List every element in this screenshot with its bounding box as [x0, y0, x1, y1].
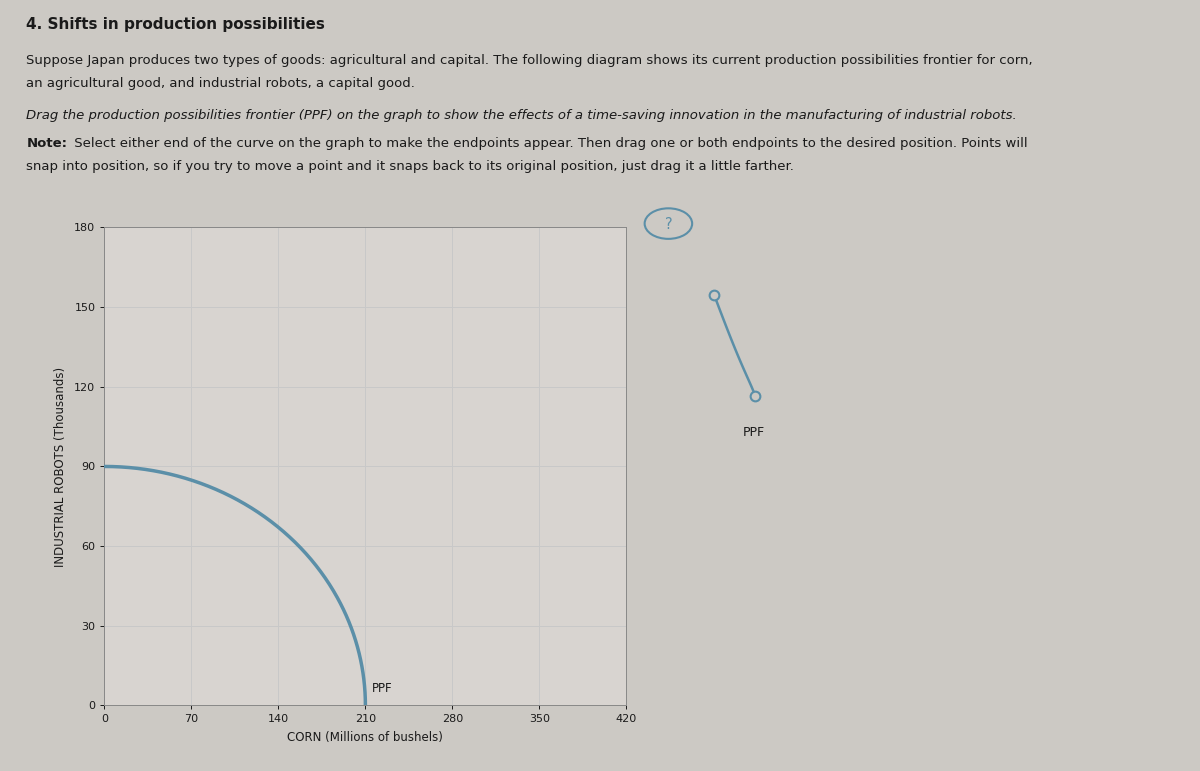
- Text: PPF: PPF: [372, 682, 392, 695]
- X-axis label: CORN (Millions of bushels): CORN (Millions of bushels): [288, 732, 443, 745]
- Text: Suppose Japan produces two types of goods: agricultural and capital. The followi: Suppose Japan produces two types of good…: [26, 54, 1033, 67]
- Text: Note:: Note:: [26, 137, 67, 150]
- Y-axis label: INDUSTRIAL ROBOTS (Thousands): INDUSTRIAL ROBOTS (Thousands): [54, 366, 67, 567]
- Text: Drag the production possibilities frontier (PPF) on the graph to show the effect: Drag the production possibilities fronti…: [26, 109, 1018, 123]
- Text: 4. Shifts in production possibilities: 4. Shifts in production possibilities: [26, 17, 325, 32]
- Text: PPF: PPF: [743, 426, 764, 439]
- Text: ?: ?: [665, 217, 672, 232]
- Text: snap into position, so if you try to move a point and it snaps back to its origi: snap into position, so if you try to mov…: [26, 160, 794, 173]
- Text: Select either end of the curve on the graph to make the endpoints appear. Then d: Select either end of the curve on the gr…: [70, 137, 1027, 150]
- Text: an agricultural good, and industrial robots, a capital good.: an agricultural good, and industrial rob…: [26, 77, 415, 90]
